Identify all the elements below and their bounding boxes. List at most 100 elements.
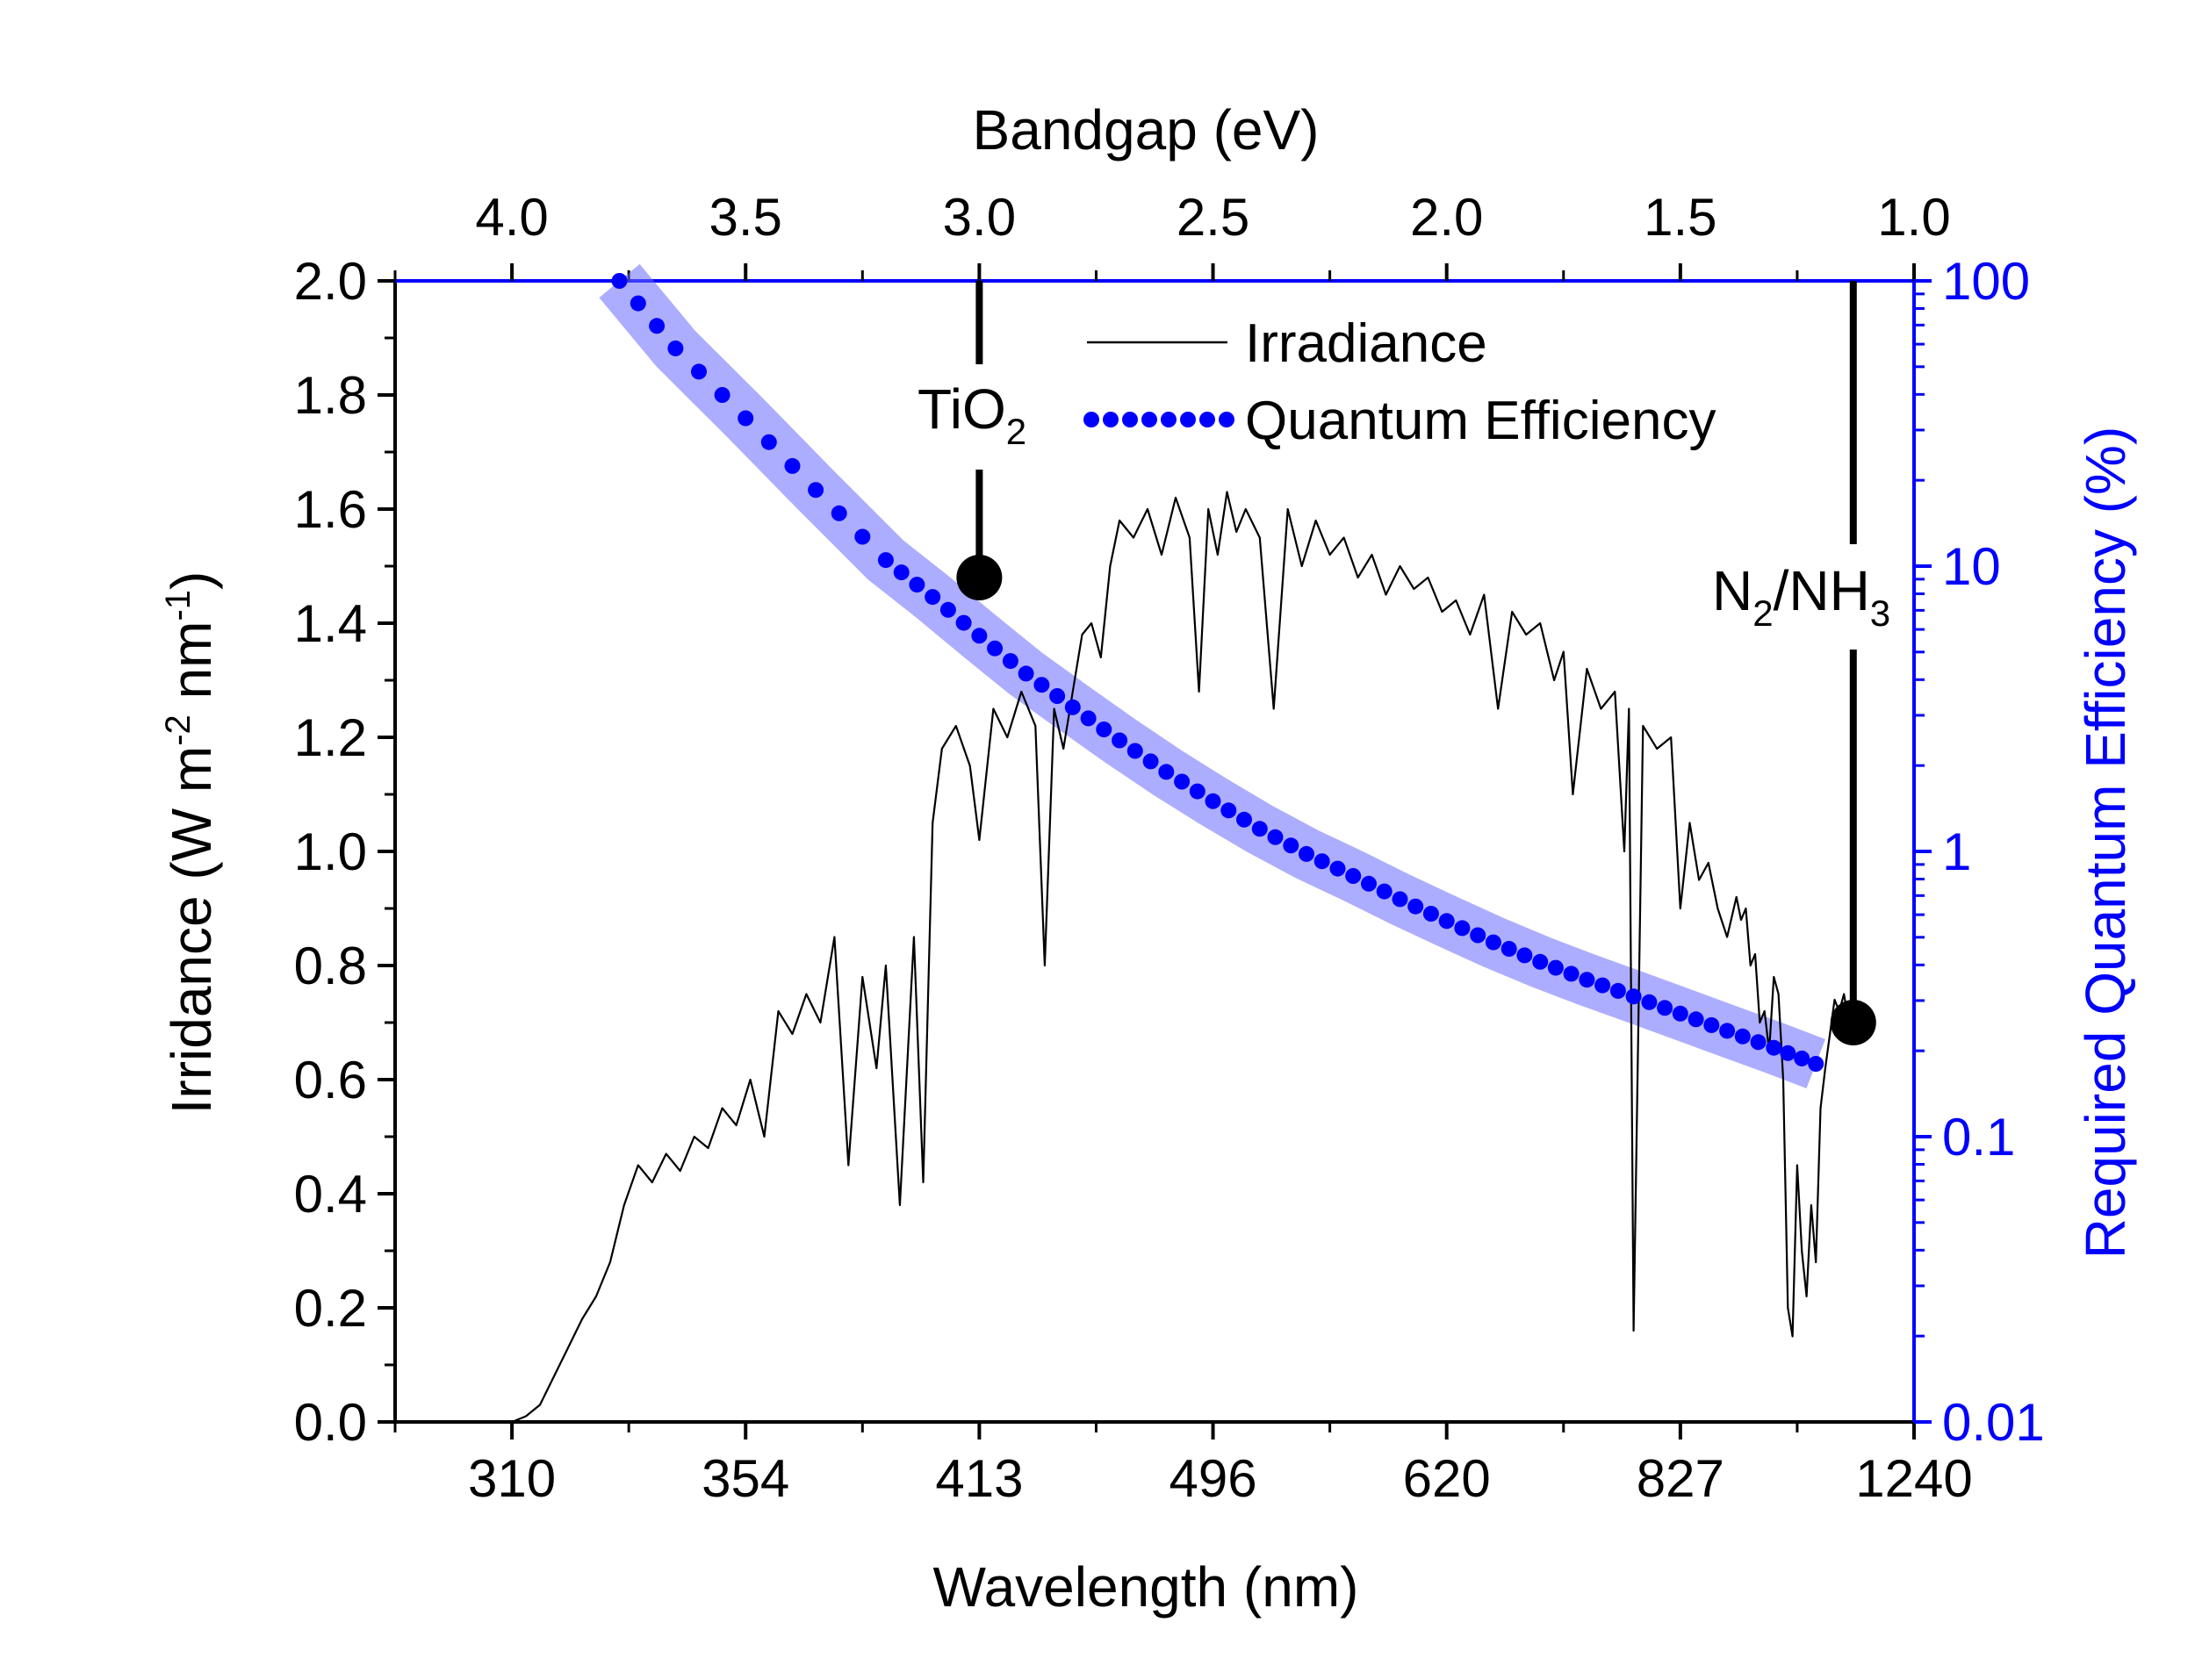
tio2-marker [956, 555, 1003, 600]
annotation-n2-nh3: N2/NH3 [1712, 281, 1890, 1045]
qe-dot [1516, 947, 1533, 964]
x-tick-label: 354 [702, 1449, 789, 1508]
y-left-tick-label: 0.8 [294, 937, 367, 995]
legend-qe-dot [1103, 412, 1119, 427]
qe-dot [1422, 906, 1439, 922]
qe-dot [1142, 753, 1159, 770]
qe-point [971, 628, 988, 644]
qe-dot [1313, 853, 1330, 870]
x-tick-label: 496 [1169, 1449, 1256, 1508]
irradiance-line [511, 491, 1854, 1424]
y-left-tick-label: 0.0 [294, 1393, 367, 1452]
qe-dot [955, 614, 972, 631]
qe-dot [854, 528, 871, 545]
qe-dot [649, 318, 666, 334]
qe-dot [1220, 802, 1237, 819]
y-left-axis-title: Irridance (W m-2 nm-1) [159, 571, 223, 1115]
qe-dot [1283, 837, 1299, 854]
y-right-tick-label: 0.01 [1942, 1393, 2045, 1452]
qe-point [667, 340, 684, 356]
qe-dot [1267, 829, 1284, 845]
qe-dot [1641, 994, 1658, 1010]
top-tick-label: 1.5 [1644, 188, 1716, 247]
y-left-tick-label: 1.6 [294, 480, 367, 539]
qe-dot [893, 564, 910, 581]
top-tick-label: 2.0 [1410, 188, 1483, 247]
y-left-tick-label: 0.6 [294, 1051, 367, 1109]
qe-point [1112, 732, 1128, 749]
qe-dot [1657, 1000, 1673, 1016]
y-right-axis-title: Required Quantum Efficiency (%) [2074, 427, 2137, 1260]
qe-dot [1594, 977, 1611, 994]
qe-point [738, 410, 754, 427]
qe-point [1625, 988, 1642, 1005]
n2-label-part: N [1712, 559, 1752, 622]
qe-dot [1080, 710, 1097, 727]
qe-point [1808, 1056, 1824, 1072]
qe-dot [1750, 1034, 1767, 1051]
qe-dot [1501, 941, 1517, 957]
legend: Irradiance Quantum Efficiency [1083, 313, 1716, 451]
qe-dot [1547, 959, 1564, 976]
qe-dot [1780, 1045, 1796, 1061]
x-tick-label: 827 [1637, 1449, 1724, 1508]
qe-point [1672, 1005, 1688, 1022]
qe-dot [1407, 898, 1424, 915]
legend-irradiance-label: Irradiance [1245, 313, 1487, 374]
y-left-tick-label: 1.8 [294, 366, 367, 425]
qe-point [1766, 1039, 1782, 1056]
n2-label-sub: 3 [1870, 592, 1890, 634]
qe-dot [760, 434, 777, 450]
y-left-title-part: nm [160, 621, 223, 715]
qe-dot [1329, 860, 1346, 877]
qe-point [925, 589, 941, 606]
qe-dot [1376, 883, 1393, 900]
top-tick-label: 4.0 [475, 188, 548, 247]
top-tick-label: 3.5 [709, 188, 782, 247]
y-left-tick-label: 0.2 [294, 1279, 367, 1338]
legend-qe-dot [1199, 412, 1215, 427]
qe-point [1158, 764, 1175, 780]
qe-dot [1794, 1050, 1810, 1066]
qe-point [1018, 665, 1034, 682]
qe-dot [831, 505, 847, 521]
y-left-tick-label: 2.0 [294, 252, 367, 311]
qe-point [1579, 972, 1595, 988]
qe-dot [1096, 722, 1112, 737]
y-left-tick-label: 0.4 [294, 1165, 367, 1224]
tio2-label: TiO2 [918, 377, 1026, 452]
tio2-label-base: TiO [918, 377, 1006, 441]
top-axis-title: Bandgap (eV) [973, 98, 1320, 162]
qe-dot [1033, 677, 1050, 693]
qe-dot [1236, 811, 1252, 828]
n2-label-sub: 2 [1752, 592, 1773, 634]
y-left-title-part: ) [160, 571, 223, 590]
qe-dot [1609, 982, 1626, 999]
qe-point [1719, 1023, 1736, 1039]
qe-dot [1563, 966, 1580, 982]
qe-dot [1454, 920, 1471, 937]
y-right-tick-label: 100 [1942, 252, 2030, 311]
qe-point [1299, 845, 1314, 862]
irradiance-series [511, 491, 1854, 1424]
qe-dot [1174, 773, 1191, 790]
qe-dot [1126, 743, 1143, 759]
qe-point [1251, 821, 1268, 837]
qe-point [1205, 793, 1221, 809]
tio2-label-sub: 2 [1006, 411, 1026, 452]
qe-dot [1688, 1011, 1704, 1028]
n2-label-part: /NH [1774, 559, 1870, 622]
x-tick-label: 1240 [1855, 1449, 1972, 1508]
qe-point [611, 273, 628, 289]
n2-nh3-label: N2/NH3 [1712, 559, 1890, 634]
qe-point [808, 482, 824, 499]
legend-quantum-efficiency-swatch [1083, 412, 1234, 427]
x-tick-label: 413 [935, 1449, 1023, 1508]
y-left-title-sup: -2 [159, 714, 198, 746]
legend-qe-dot [1219, 412, 1234, 427]
annotation-tio2: TiO2 [918, 281, 1026, 600]
legend-qe-dot [1180, 412, 1196, 427]
qe-dot [909, 577, 925, 593]
